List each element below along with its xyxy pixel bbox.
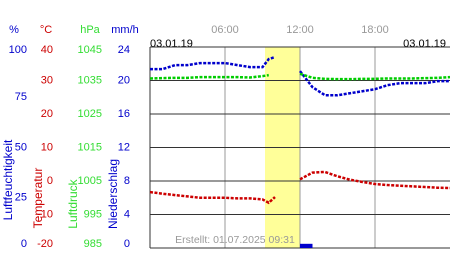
y-tick-label: 20 [118,74,130,86]
axis-unit: % [9,24,19,36]
y-tick-label: 8 [124,175,130,187]
x-tick-label: 12:00 [286,24,314,36]
y-tick-label: 75 [15,91,27,103]
y-tick-label: 1025 [78,108,102,120]
y-tick-label: -20 [37,238,53,250]
y-tick-label: 4 [124,208,130,220]
series-line [150,55,276,71]
series-line [149,73,269,80]
series-line [299,170,450,190]
y-tick-label: 995 [84,208,102,220]
y-tick-label: 40 [41,44,53,56]
x-tick-label: 06:00 [211,24,239,36]
y-tick-label: 1045 [78,44,102,56]
y-tick-label: 20 [41,108,53,120]
series-line [149,190,276,205]
y-tick-label: 25 [15,192,27,204]
date-end: 03.01.19 [403,38,446,50]
y-tick-label: 50 [15,141,27,153]
y-tick-label: 100 [9,44,27,56]
axis-title: Temperatur [31,168,45,229]
y-tick-label: 0 [47,175,53,187]
y-tick-label: 1005 [78,175,102,187]
y-tick-label: 24 [118,44,130,56]
axis-unit: °C [40,24,52,36]
precip-bar [300,243,313,248]
axis-title: Luftdruck [66,178,80,228]
date-start: 03.01.19 [150,38,193,50]
y-tick-label: 1035 [78,74,102,86]
series-line [299,70,450,97]
y-tick-label: 12 [118,141,130,153]
y-tick-label: 0 [124,238,130,250]
axis-unit: hPa [80,24,100,36]
y-tick-label: 30 [41,74,53,86]
y-tick-label: 10 [41,141,53,153]
x-tick-label: 18:00 [361,24,389,36]
y-tick-label: 0 [21,238,27,250]
axis-unit: mm/h [111,24,139,36]
axis-title: Niederschlag [106,159,120,229]
y-tick-label: 16 [118,108,130,120]
y-tick-label: 1015 [78,141,102,153]
axis-title: Luftfeuchtigkeit [1,139,15,220]
y-tick-label: 985 [84,238,102,250]
footer: Erstellt: 01.07.2025 09:31 [175,234,295,246]
y-tick-label: -10 [37,208,53,220]
